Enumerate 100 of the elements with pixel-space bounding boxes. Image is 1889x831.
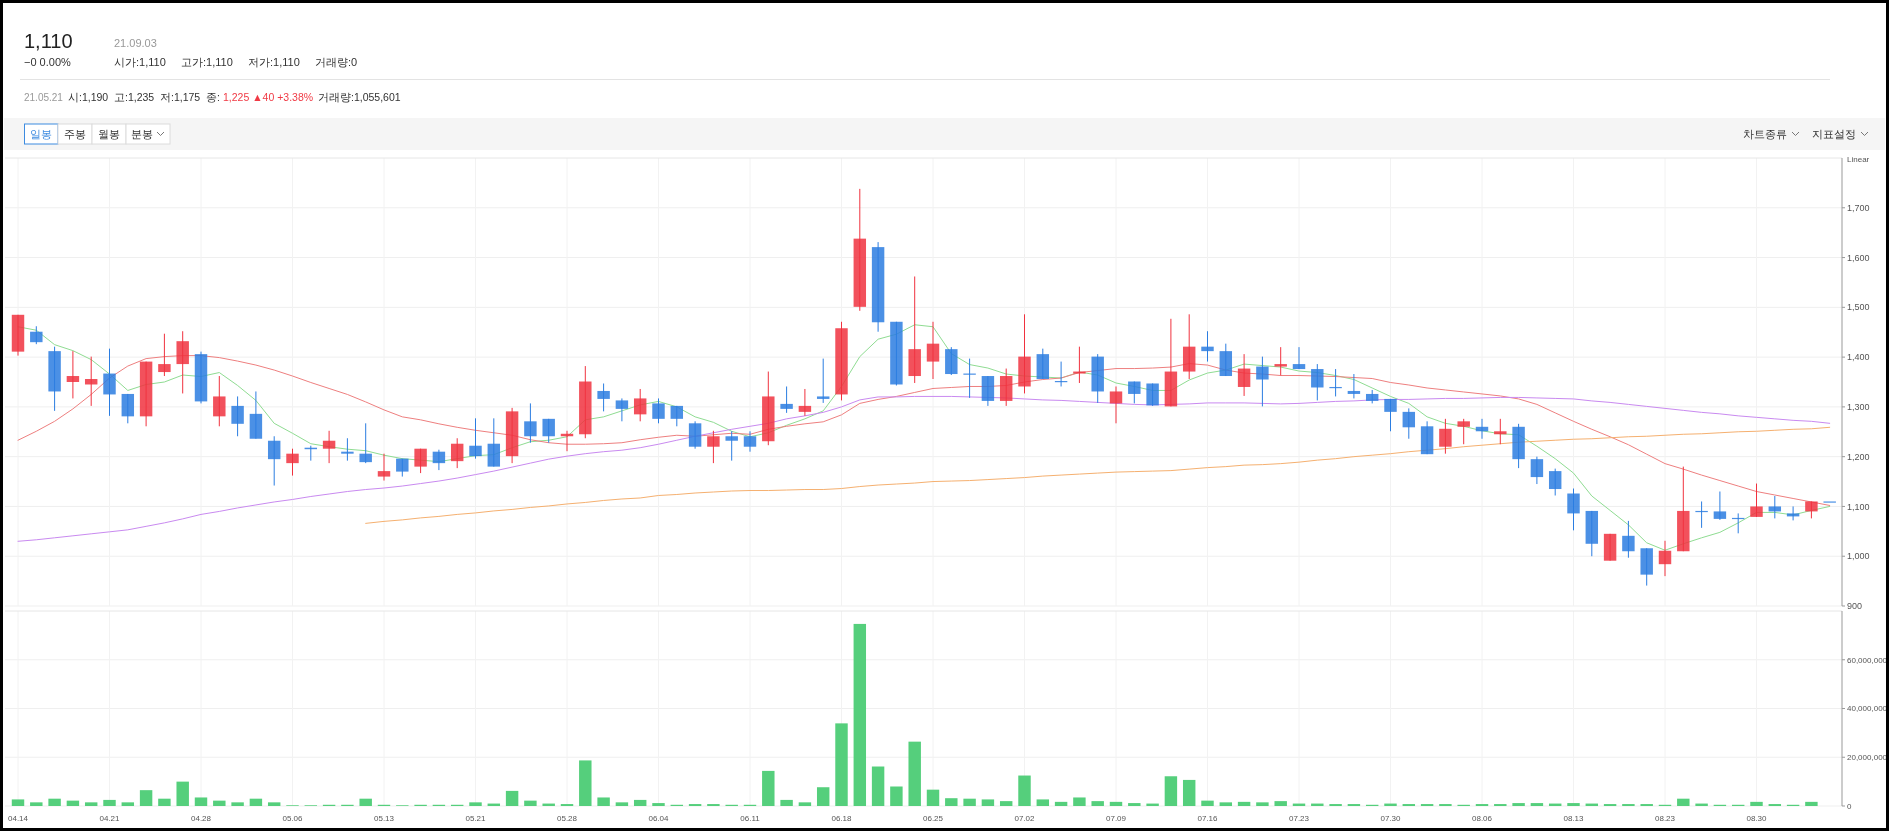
text: 차트종류	[1743, 128, 1787, 140]
y-tick-label: 0	[1847, 801, 1852, 811]
candlestick	[652, 397, 665, 424]
text: 주봉	[64, 128, 86, 140]
text: 월봉	[98, 128, 120, 140]
bar	[1237, 801, 1251, 806]
candlestick	[341, 437, 354, 462]
bar	[597, 797, 610, 806]
y-tick-label: 1,100	[1847, 501, 1870, 512]
x-tick-label: 07.23	[1288, 814, 1310, 823]
bar	[213, 800, 226, 806]
bar	[103, 799, 116, 806]
bar	[48, 798, 61, 806]
x-tick-label: 06.11	[740, 814, 761, 823]
y-tick-label: 1,300	[1847, 402, 1870, 413]
bar	[890, 786, 903, 806]
x-tick-label: 05.06	[282, 814, 304, 823]
candlestick	[267, 435, 281, 487]
bar	[249, 798, 263, 806]
candlestick	[1530, 456, 1544, 485]
x-tick-label: 07.02	[1014, 814, 1036, 823]
candlestick	[1146, 382, 1159, 407]
candlestick	[469, 417, 482, 460]
candlestick	[1256, 356, 1269, 407]
candlestick	[780, 385, 793, 414]
candlestick	[1786, 505, 1800, 521]
bar	[1750, 801, 1763, 806]
bar	[1018, 775, 1031, 806]
text: 1,110	[24, 30, 73, 52]
candlestick	[359, 422, 372, 464]
bar	[1036, 799, 1050, 806]
bar	[1091, 801, 1104, 806]
bar	[1512, 803, 1525, 806]
x-tick-label: 05.28	[556, 814, 578, 823]
bar	[908, 741, 921, 806]
text: 지표설정	[1812, 128, 1856, 140]
candlestick	[213, 375, 226, 427]
x-tick-label: 08.13	[1563, 814, 1585, 823]
x-tick-label: 06.04	[648, 814, 670, 823]
candlestick	[1073, 346, 1086, 384]
text: 종:	[206, 91, 220, 103]
y-tick-label: 60,000,000	[1847, 655, 1888, 665]
bar	[999, 801, 1013, 806]
text: 일봉	[30, 128, 53, 140]
candlestick	[1457, 418, 1470, 445]
text: 고:1,235	[114, 91, 155, 103]
y-tick-label: 900	[1847, 601, 1863, 612]
bar	[158, 798, 171, 806]
bar	[926, 789, 940, 806]
x-tick-label: 04.21	[99, 814, 121, 823]
candlestick	[487, 417, 501, 468]
candlestick	[66, 350, 80, 399]
text: 거래량:1,055,601	[318, 91, 401, 103]
candlestick	[158, 333, 171, 377]
text: 거래량:0	[315, 56, 358, 68]
candlestick	[1237, 353, 1251, 397]
bar	[1182, 779, 1196, 806]
text: 21.09.03	[114, 37, 157, 49]
bar	[194, 797, 208, 806]
candlestick	[1713, 491, 1727, 521]
candlestick	[1347, 373, 1361, 399]
x-tick-label: 08.06	[1471, 814, 1493, 823]
x-tick-label: 08.30	[1746, 814, 1768, 823]
candlestick	[176, 330, 189, 394]
candlestick	[414, 448, 427, 474]
y-tick-label: 40,000,000	[1847, 704, 1888, 714]
candlestick	[597, 382, 610, 412]
y-tick-label: 1,400	[1847, 352, 1870, 363]
bar	[359, 798, 372, 806]
bar	[1219, 802, 1233, 806]
text: 21.05.21	[24, 92, 64, 103]
candlestick	[725, 430, 738, 462]
bar	[1274, 801, 1287, 806]
bar	[1530, 803, 1544, 806]
bar	[84, 802, 98, 806]
bar	[139, 790, 153, 806]
candlestick	[121, 393, 135, 424]
candlestick	[1622, 520, 1635, 559]
bar	[231, 802, 244, 806]
bar	[1054, 801, 1068, 806]
x-tick-label: 07.30	[1380, 814, 1402, 823]
candlestick	[1567, 488, 1580, 531]
x-tick-label: 04.14	[7, 814, 29, 823]
candlestick	[450, 437, 464, 469]
y-tick-label: 1,200	[1847, 451, 1870, 462]
candlestick	[1274, 346, 1287, 377]
bar	[835, 723, 848, 806]
candlestick	[926, 321, 940, 380]
candlestick	[743, 430, 757, 453]
text: 시:1,190	[68, 91, 109, 103]
bar	[981, 799, 995, 806]
y-tick-label: 1,500	[1847, 302, 1870, 313]
candlestick	[1494, 418, 1507, 445]
text: −0 0.00%	[24, 56, 72, 68]
bar	[1073, 797, 1086, 806]
candlestick	[1548, 468, 1562, 496]
candlestick	[1768, 495, 1782, 519]
x-tick-label: 08.23	[1654, 814, 1676, 823]
bar	[615, 802, 629, 806]
text: Linear	[1847, 155, 1870, 164]
